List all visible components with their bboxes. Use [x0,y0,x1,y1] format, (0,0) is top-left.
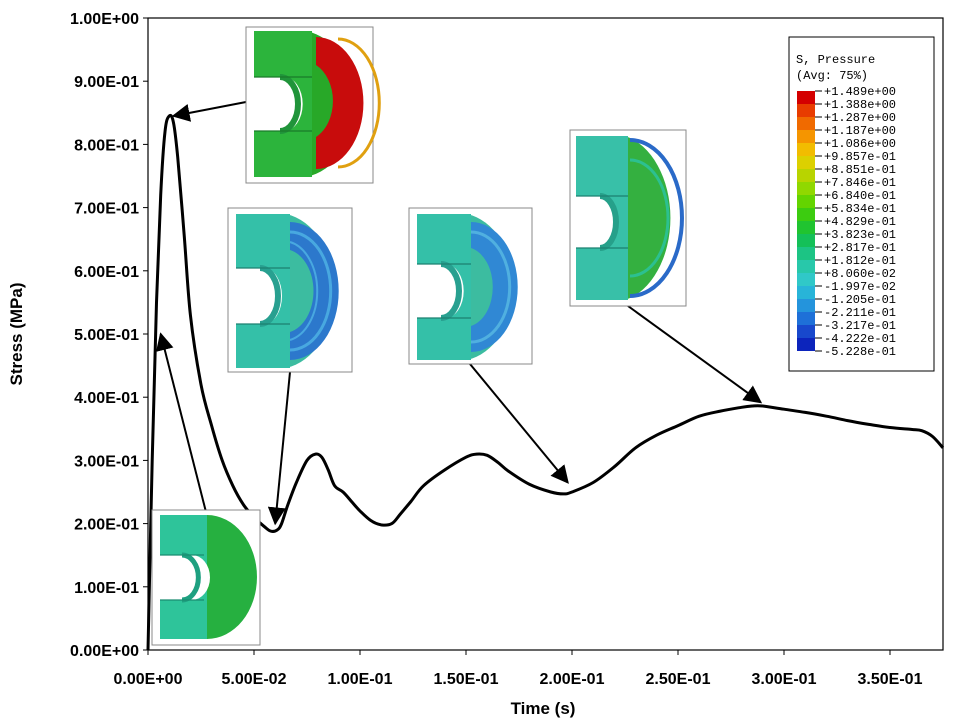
legend-swatch [797,169,815,182]
legend-swatch [797,195,815,208]
y-tick-label: 0.00E+00 [70,643,139,660]
legend-label: +9.857e-01 [824,150,896,164]
x-tick-label: 3.00E-01 [752,671,817,688]
legend-label: +4.829e-01 [824,215,896,229]
legend-swatch [797,143,815,156]
legend-swatch [797,234,815,247]
legend-label: +1.489e+00 [824,85,896,99]
legend-label: -3.217e-01 [824,319,896,333]
arrow-to-first-trough [267,371,291,526]
legend-title: S, Pressure [796,53,875,67]
legend-label: +6.840e-01 [824,189,896,203]
legend-swatch [797,299,815,312]
legend-entries: +1.489e+00+1.388e+00+1.287e+00+1.187e+00… [797,85,896,359]
inset-second-trough [408,207,533,365]
legend-swatch [797,208,815,221]
x-tick-label: 1.00E-01 [328,671,393,688]
y-tick-label: 5.00E-01 [74,327,139,344]
y-tick-label: 6.00E-01 [74,264,139,281]
x-tick-label: 3.50E-01 [858,671,923,688]
arrow-to-late-peak [627,305,763,404]
legend-label: -2.211e-01 [824,306,896,320]
y-axis-ticks: 0.00E+00 1.00E-01 2.00E-01 3.00E-01 4.00E-01… [70,11,148,660]
x-tick-label: 2.00E-01 [540,671,605,688]
legend-swatch [797,312,815,325]
x-axis-ticks: 0.00E+00 5.00E-02 1.00E-01 1.50E-01 2.00E-01… [114,650,923,688]
legend-swatch [797,117,815,130]
inset-late-peak [569,129,687,307]
legend-label: +2.817e-01 [824,241,896,255]
legend-swatch [797,325,815,338]
legend-subtitle: (Avg: 75%) [796,69,868,83]
legend-label: -1.205e-01 [824,293,896,307]
y-tick-label: 8.00E-01 [74,137,139,154]
y-tick-label: 9.00E-01 [74,74,139,91]
annotation-arrows [155,101,763,526]
y-tick-label: 1.00E+00 [70,11,139,28]
legend-label: +1.287e+00 [824,111,896,125]
legend-swatch [797,156,815,169]
y-tick-label: 3.00E-01 [74,453,139,470]
legend-label: +1.812e-01 [824,254,896,268]
legend-label: +1.187e+00 [824,124,896,138]
legend-label: +1.086e+00 [824,137,896,151]
legend-swatch [797,221,815,234]
x-tick-label: 1.50E-01 [434,671,499,688]
arrow-to-rise [155,332,207,513]
legend-label: +8.060e-02 [824,267,896,281]
legend-swatch [797,273,815,286]
legend-label: +8.851e-01 [824,163,896,177]
arrow-to-peak [171,101,247,122]
inset-peak [245,26,381,184]
y-tick-label: 7.00E-01 [74,201,139,218]
y-axis-title: Stress (MPa) [7,283,26,386]
legend-swatch [797,247,815,260]
legend-swatch [797,104,815,117]
y-tick-label: 4.00E-01 [74,390,139,407]
x-tick-label: 2.50E-01 [646,671,711,688]
y-tick-label: 1.00E-01 [74,580,139,597]
legend-swatch [797,91,815,104]
legend-label: +1.388e+00 [824,98,896,112]
x-tick-label: 5.00E-02 [222,671,287,688]
legend-label: +5.834e-01 [824,202,896,216]
legend-swatch [797,286,815,299]
legend-label: -1.997e-02 [824,280,896,294]
legend-swatch [797,260,815,273]
legend-label: -4.222e-01 [824,332,896,346]
inset-initial [151,509,261,646]
series-line [146,113,945,651]
legend-swatch [797,182,815,195]
legend: S, Pressure (Avg: 75%) +1.489e+00+1.388e… [788,36,935,372]
legend-swatch [797,338,815,351]
legend-label: +3.823e-01 [824,228,896,242]
y-tick-label: 2.00E-01 [74,517,139,534]
arrow-to-second-trough [469,363,569,484]
legend-swatch [797,130,815,143]
x-tick-label: 0.00E+00 [114,671,183,688]
legend-label: -5.228e-01 [824,345,896,359]
x-axis-title: Time (s) [511,699,576,718]
inset-first-trough [227,207,353,373]
legend-label: +7.846e-01 [824,176,896,190]
